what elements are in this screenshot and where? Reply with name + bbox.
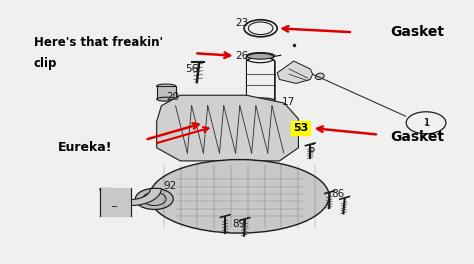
Bar [292,121,310,135]
Text: 92: 92 [164,181,177,191]
Bar [156,86,175,99]
Text: 1: 1 [424,118,430,128]
Text: clip: clip [34,57,57,70]
Text: 56: 56 [185,64,198,74]
Polygon shape [156,95,299,161]
Ellipse shape [246,53,275,59]
Circle shape [136,188,173,209]
Ellipse shape [246,98,275,103]
Ellipse shape [156,84,175,88]
Text: 86: 86 [331,189,345,199]
Text: 89: 89 [232,219,246,229]
Text: 23: 23 [236,18,249,28]
Polygon shape [246,56,275,101]
Text: Gasket: Gasket [391,25,445,39]
Text: 5: 5 [308,144,315,154]
Text: 17: 17 [282,97,295,107]
Text: 20: 20 [166,92,179,102]
Text: Here's that freakin': Here's that freakin' [34,36,163,49]
Polygon shape [100,188,161,205]
Ellipse shape [150,159,329,233]
Text: Eureka!: Eureka! [57,141,112,154]
Text: 53: 53 [293,123,309,133]
Text: 26: 26 [236,51,249,61]
Text: Gasket: Gasket [391,130,445,144]
Ellipse shape [156,97,175,101]
Ellipse shape [315,73,324,79]
Text: 1: 1 [423,118,428,127]
Polygon shape [277,61,313,83]
